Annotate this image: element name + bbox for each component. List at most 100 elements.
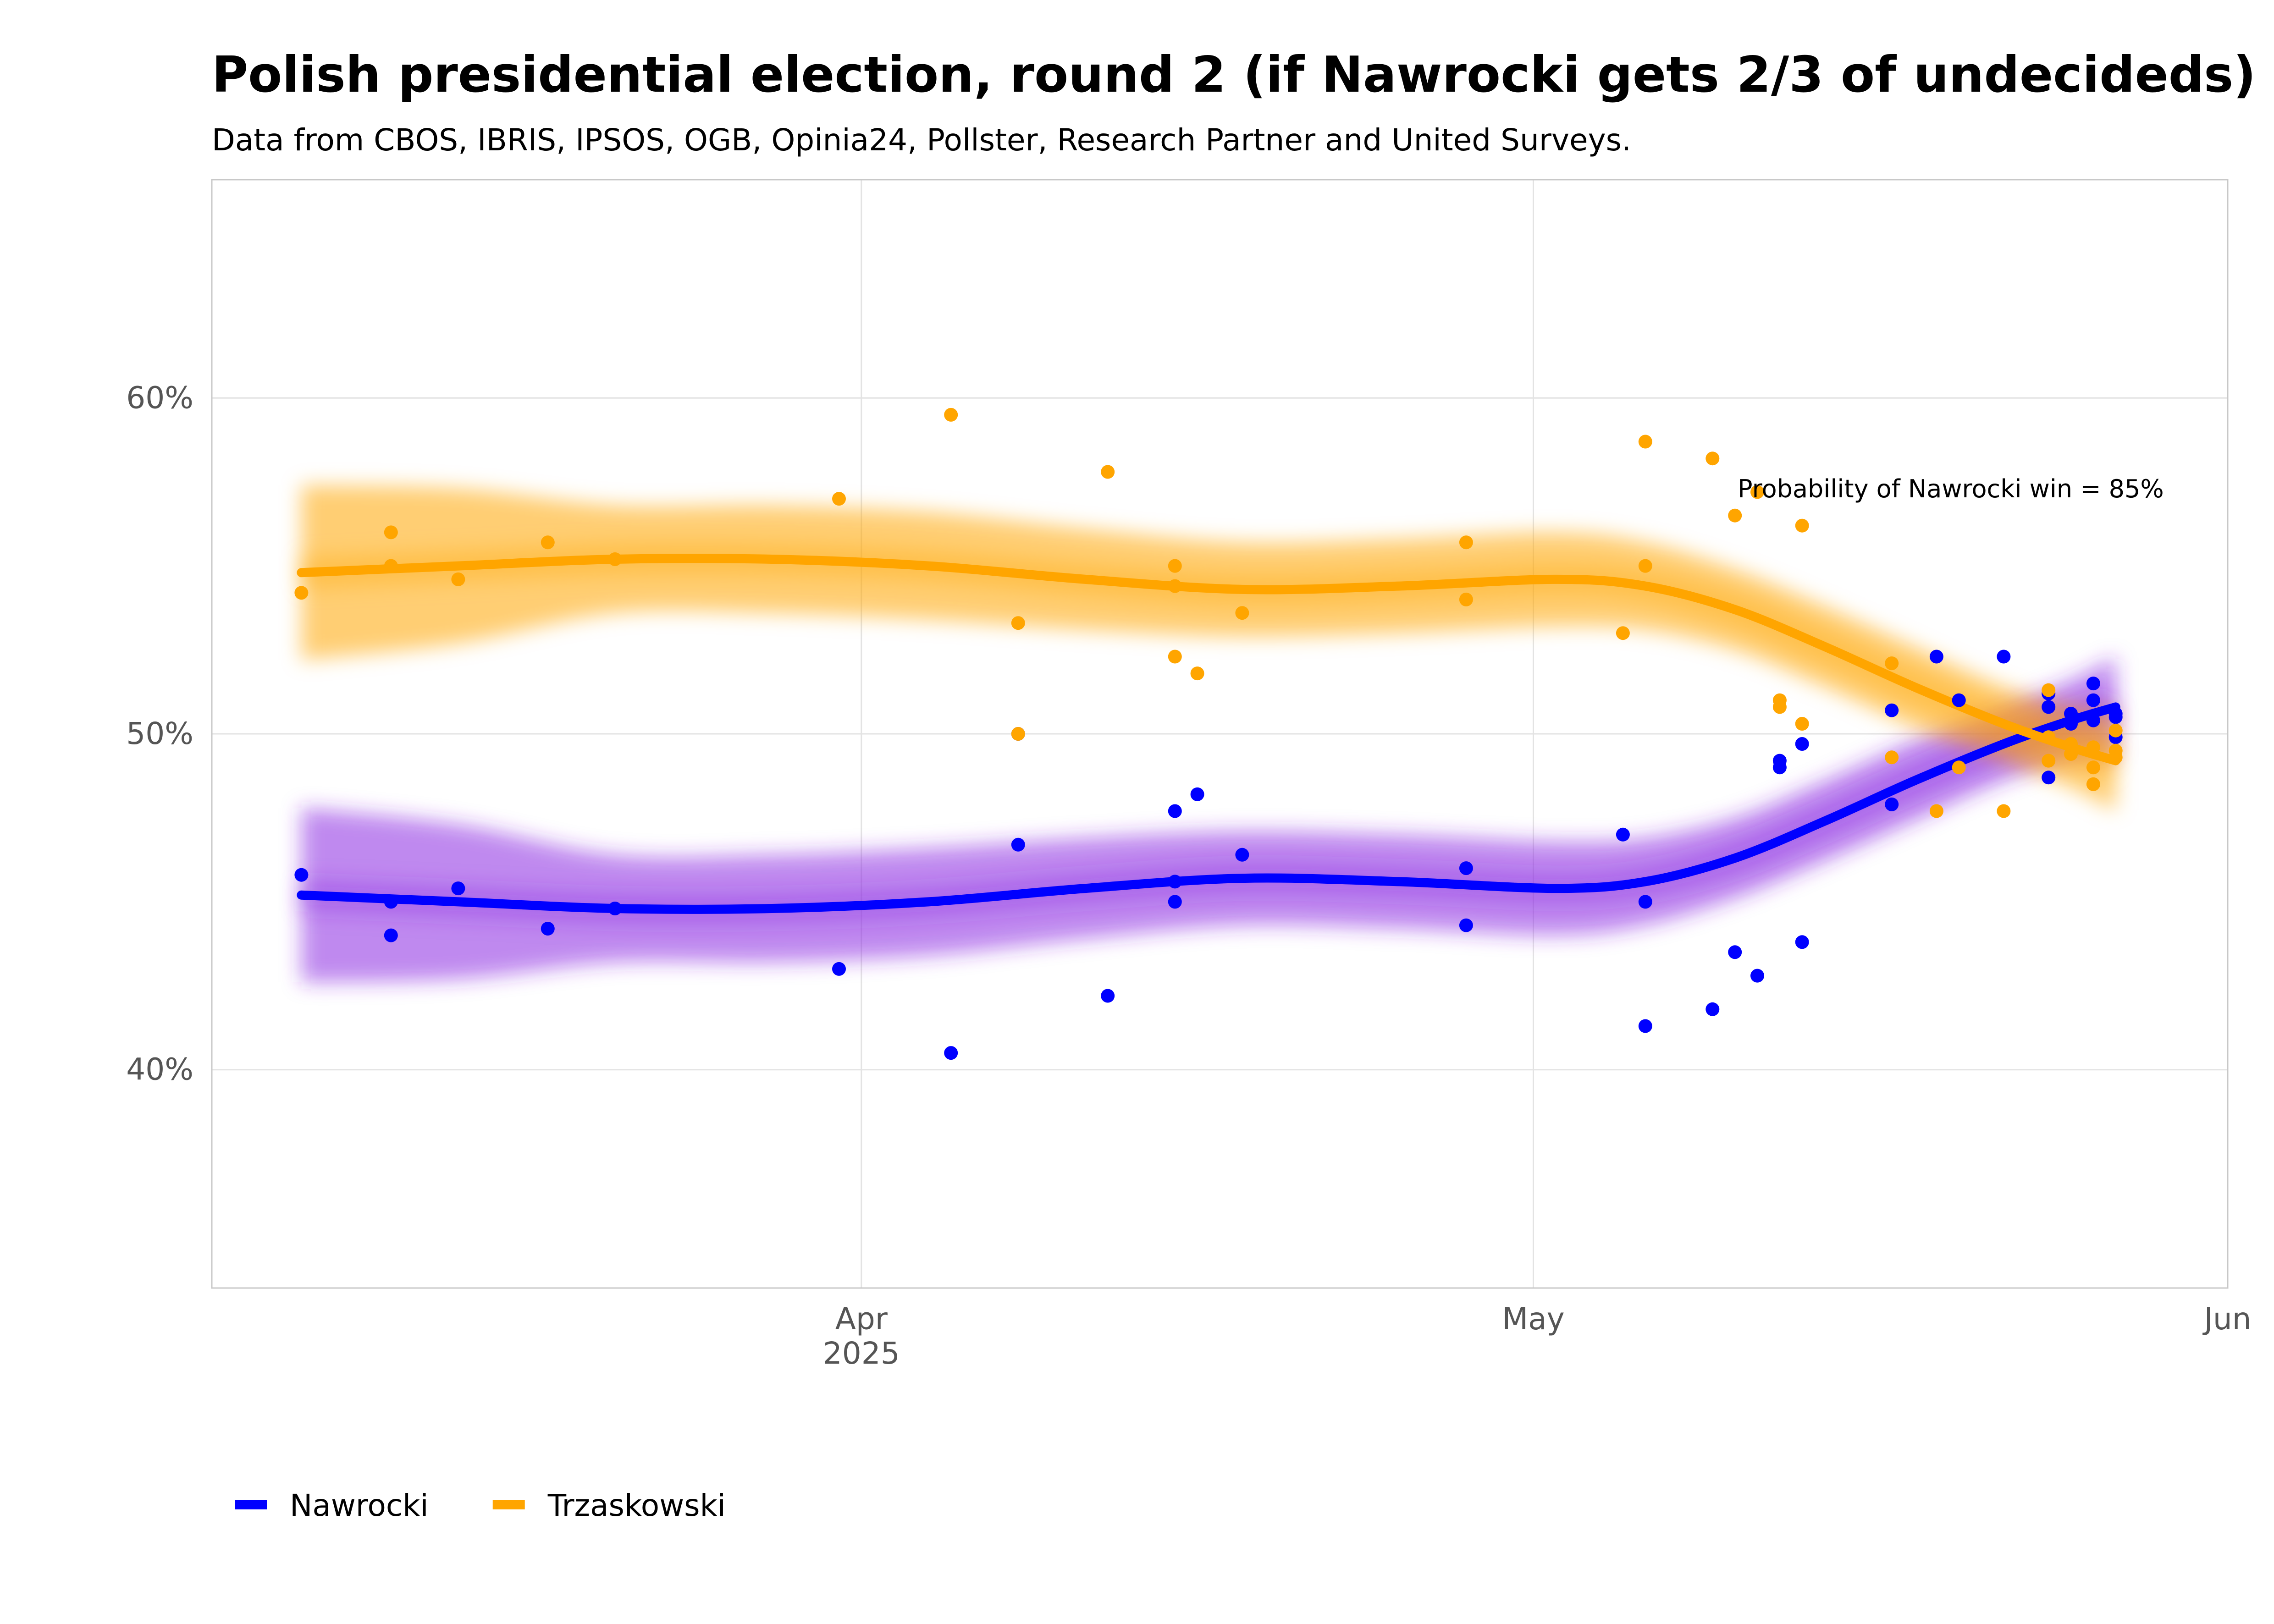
- chart-title: Polish presidential election, round 2 (i…: [212, 46, 2256, 104]
- nawrocki-poll-point: [608, 902, 622, 915]
- trzaskowski-poll-point: [384, 559, 398, 573]
- trzaskowski-poll-point: [2042, 683, 2056, 697]
- nawrocki-poll-point: [2042, 771, 2056, 785]
- nawrocki-poll-point: [1616, 827, 1630, 842]
- nawrocki-poll-point: [1190, 787, 1204, 801]
- trzaskowski-poll-point: [384, 525, 398, 539]
- nawrocki-poll-point: [1750, 969, 1764, 983]
- trzaskowski-poll-point: [2108, 750, 2123, 765]
- nawrocki-poll-point: [1101, 989, 1115, 1003]
- nawrocki-poll-point: [1885, 797, 1899, 811]
- y-tick-label: 40%: [126, 1052, 193, 1087]
- trzaskowski-poll-point: [1011, 616, 1025, 630]
- trzaskowski-poll-point: [1190, 666, 1204, 681]
- nawrocki-poll-point: [2064, 707, 2078, 721]
- nawrocki-poll-point: [1638, 1019, 1652, 1033]
- nawrocki-poll-point: [451, 881, 465, 896]
- trzaskowski-poll-point: [2042, 730, 2056, 744]
- trzaskowski-poll-point: [1885, 750, 1899, 765]
- trzaskowski-poll-point: [1750, 485, 1764, 499]
- trzaskowski-trend-line: [297, 554, 2120, 765]
- trzaskowski-poll-point: [2064, 747, 2078, 761]
- nawrocki-poll-point: [2086, 677, 2100, 691]
- nawrocki-poll-point: [1011, 837, 1025, 852]
- chart-subtitle: Data from CBOS, IBRIS, IPSOS, OGB, Opini…: [212, 122, 1631, 158]
- nawrocki-poll-point: [1929, 650, 1943, 664]
- nawrocki-poll-point: [2086, 693, 2100, 707]
- trzaskowski-poll-point: [1997, 804, 2011, 818]
- trzaskowski-poll-point: [2086, 777, 2100, 791]
- trzaskowski-poll-point: [541, 535, 555, 550]
- trzaskowski-poll-point: [832, 492, 846, 506]
- trzaskowski-poll-point: [294, 586, 309, 600]
- nawrocki-poll-point: [1638, 895, 1652, 909]
- trzaskowski-poll-point: [1101, 465, 1115, 479]
- x-tick-label: May: [1502, 1301, 1564, 1337]
- nawrocki-poll-point: [384, 895, 398, 909]
- trzaskowski-poll-point: [2086, 740, 2100, 754]
- nawrocki-legend-label: Nawrocki: [290, 1488, 429, 1523]
- trzaskowski-poll-point: [1638, 435, 1652, 449]
- win-probability-annotation: Probability of Nawrocki win = 85%: [1738, 474, 2164, 503]
- nawrocki-poll-point: [1997, 650, 2011, 664]
- y-tick-label: 50%: [126, 716, 193, 751]
- nawrocki-poll-point: [2042, 700, 2056, 714]
- trzaskowski-poll-point: [1168, 579, 1182, 593]
- x-tick-label: Jun: [2202, 1301, 2251, 1337]
- trzaskowski-poll-point: [1952, 760, 1966, 775]
- trzaskowski-poll-point: [1706, 451, 1720, 466]
- trzaskowski-poll-point: [451, 572, 465, 586]
- nawrocki-poll-point: [832, 962, 846, 976]
- trzaskowski-poll-point: [1795, 717, 1809, 731]
- nawrocki-poll-point: [1459, 861, 1473, 875]
- nawrocki-poll-point: [1952, 693, 1966, 707]
- trzaskowski-poll-point: [1772, 700, 1787, 714]
- trzaskowski-poll-point: [1728, 508, 1742, 523]
- trzaskowski-poll-point: [2086, 760, 2100, 775]
- nawrocki-poll-point: [384, 928, 398, 942]
- y-tick-label: 60%: [126, 380, 193, 415]
- trzaskowski-poll-point: [944, 407, 958, 422]
- nawrocki-poll-point: [2108, 710, 2123, 724]
- nawrocki-poll-point: [1772, 760, 1787, 775]
- x-tick-sublabel: 2025: [823, 1336, 900, 1371]
- trzaskowski-legend-label: Trzaskowski: [547, 1488, 726, 1523]
- trzaskowski-poll-point: [1011, 727, 1025, 741]
- nawrocki-poll-point: [1168, 895, 1182, 909]
- trzaskowski-poll-point: [1616, 626, 1630, 640]
- nawrocki-poll-point: [1235, 848, 1249, 862]
- grid-lines: [212, 180, 2229, 1288]
- nawrocki-poll-point: [1168, 875, 1182, 889]
- trzaskowski-poll-point: [2108, 723, 2123, 738]
- plot-frame: [211, 179, 2229, 1289]
- x-tick-label: Apr: [835, 1301, 888, 1337]
- trzaskowski-poll-point: [2042, 754, 2056, 768]
- trzaskowski-poll-point: [2064, 737, 2078, 751]
- nawrocki-poll-point: [2086, 713, 2100, 727]
- trzaskowski-poll-point: [1168, 559, 1182, 573]
- trzaskowski-poll-point: [1885, 656, 1899, 671]
- trzaskowski-poll-point: [1168, 650, 1182, 664]
- trzaskowski-poll-point: [1795, 518, 1809, 533]
- trzaskowski-poll-point: [1459, 535, 1473, 550]
- nawrocki-poll-point: [1706, 1002, 1720, 1016]
- trzaskowski-poll-point: [1459, 592, 1473, 606]
- trzaskowski-poll-point: [608, 552, 622, 566]
- nawrocki-poll-point: [944, 1046, 958, 1060]
- nawrocki-poll-point: [294, 868, 309, 882]
- nawrocki-poll-point: [1885, 703, 1899, 717]
- nawrocki-poll-point: [1795, 737, 1809, 751]
- nawrocki-poll-point: [541, 922, 555, 936]
- legend: Nawrocki Trzaskowski: [235, 1488, 726, 1523]
- nawrocki-poll-point: [1795, 935, 1809, 949]
- trzaskowski-poll-point: [1929, 804, 1943, 818]
- trzaskowski-poll-point: [1235, 606, 1249, 620]
- nawrocki-poll-point: [2064, 717, 2078, 731]
- trzaskowski-poll-point: [1638, 559, 1652, 573]
- nawrocki-trend-line: [297, 702, 2120, 914]
- poll-points: [294, 407, 2123, 1060]
- nawrocki-poll-point: [1168, 804, 1182, 818]
- nawrocki-poll-point: [1459, 918, 1473, 932]
